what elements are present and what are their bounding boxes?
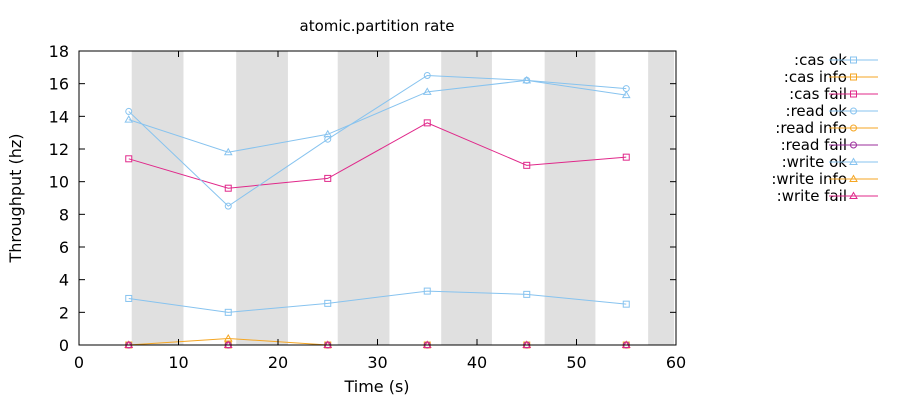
y-tick-label: 12 <box>49 140 69 159</box>
data-point <box>523 161 531 169</box>
legend-label: :read ok <box>786 102 848 120</box>
data-point <box>124 115 134 123</box>
data-point <box>423 119 431 127</box>
plot-series <box>124 72 631 349</box>
legend-swatch-marker <box>850 107 857 115</box>
data-point <box>224 202 232 210</box>
data-point <box>621 90 631 99</box>
y-tick-label: 0 <box>59 336 69 355</box>
legend-label: :read info <box>775 119 847 137</box>
data-point <box>125 294 133 302</box>
data-point <box>523 290 531 298</box>
y-tick-label: 8 <box>59 205 69 224</box>
series-0 <box>125 287 630 316</box>
data-point <box>125 107 133 115</box>
legend-label: :write info <box>771 170 847 188</box>
series-line <box>128 79 627 153</box>
data-point <box>125 155 133 163</box>
data-point <box>223 147 233 156</box>
legend-label: :write ok <box>782 153 848 171</box>
shaded-interval-5 <box>648 51 675 345</box>
data-point <box>323 129 333 138</box>
y-tick-label: 2 <box>59 303 69 322</box>
y-axis-title: Throughput (hz) <box>6 133 25 263</box>
x-tick-label: 20 <box>268 353 288 372</box>
x-tick-label: 60 <box>666 353 686 372</box>
y-tick-label: 10 <box>49 173 69 192</box>
legend-label: :cas fail <box>789 85 847 103</box>
legend-swatch-marker <box>849 157 858 165</box>
data-point <box>324 135 332 143</box>
y-tick-label: 4 <box>59 271 69 290</box>
data-point <box>423 72 431 79</box>
x-tick-label: 10 <box>168 353 188 372</box>
shaded-interval-2 <box>337 51 390 345</box>
data-point <box>324 174 332 182</box>
legend-swatch-marker <box>850 73 857 81</box>
series-2 <box>125 119 630 192</box>
legend-swatch-marker <box>850 56 857 64</box>
y-tick-label: 16 <box>49 75 69 94</box>
legend-swatch-marker <box>850 124 857 132</box>
data-point <box>422 87 432 95</box>
shaded-intervals <box>131 51 675 345</box>
x-tick-label: 30 <box>367 353 387 372</box>
x-tick-label: 50 <box>566 353 586 372</box>
shaded-interval-3 <box>441 51 492 345</box>
legend-label: :cas ok <box>794 51 847 69</box>
y-tick-label: 6 <box>59 238 69 257</box>
y-tick-label: 18 <box>49 42 69 61</box>
data-point <box>224 184 232 192</box>
legend: :cas ok:cas info:cas fail:read ok:read i… <box>771 51 878 205</box>
shaded-interval-0 <box>131 51 184 345</box>
x-tick-label: 0 <box>74 353 84 372</box>
series-line <box>128 122 627 189</box>
legend-label: :write fail <box>777 187 847 205</box>
legend-swatch-marker <box>849 191 858 199</box>
chart-title: atomic.partition rate <box>300 17 455 35</box>
data-point <box>224 308 232 316</box>
x-tick-label: 40 <box>467 353 487 372</box>
legend-swatch-marker <box>849 174 858 182</box>
data-point <box>622 300 630 308</box>
data-point <box>622 153 630 161</box>
shaded-interval-4 <box>544 51 596 345</box>
data-point <box>522 75 532 84</box>
y-tick-label: 14 <box>49 107 69 126</box>
legend-swatch-marker <box>850 141 857 149</box>
legend-label: :cas info <box>784 68 847 86</box>
series-line <box>128 74 627 207</box>
series-line <box>128 290 627 313</box>
data-point <box>423 287 431 295</box>
series-6 <box>124 75 631 156</box>
shaded-interval-1 <box>236 51 288 345</box>
data-point <box>324 299 332 307</box>
axis-ticks: 0 10 20 30 40 50 60 0 2 4 6 8 10 12 14 16 18 <box>49 42 687 372</box>
x-axis-title: Time (s) <box>343 377 409 396</box>
legend-swatch-marker <box>850 90 857 98</box>
legend-label: :read fail <box>781 136 847 154</box>
